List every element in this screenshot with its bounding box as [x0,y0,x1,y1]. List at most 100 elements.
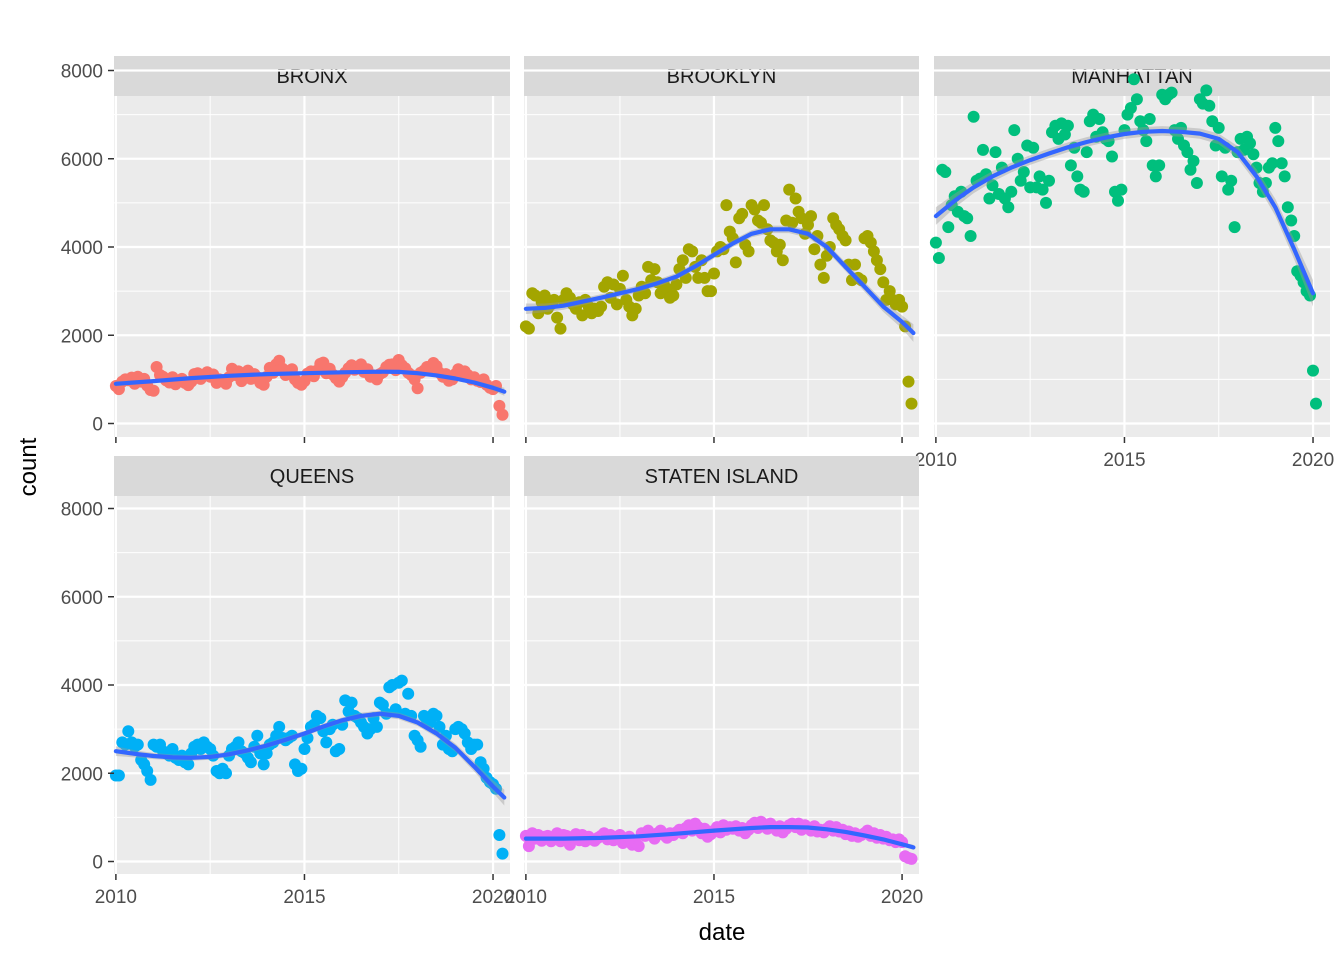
data-point [1106,150,1118,163]
data-point [257,758,270,771]
y-axis-title: count [15,437,42,496]
data-point [298,743,311,755]
data-point [1033,170,1046,183]
data-point [576,309,589,322]
data-point [905,852,918,865]
x-tick-label: 2020 [1292,450,1334,471]
data-point [1215,170,1228,183]
data-point [1064,159,1077,172]
y-tick-label: 6000 [61,588,103,609]
data-point [1272,135,1285,148]
data-point [773,238,786,251]
smooth-line [933,128,1316,296]
data-point [720,199,733,212]
data-point [522,322,535,335]
data-point [1200,84,1213,97]
data-point [1190,177,1203,189]
data-point [273,720,286,733]
data-point [1127,73,1140,86]
data-point [748,203,761,216]
data-point [808,243,821,256]
data-point [805,210,817,223]
data-point [1124,102,1137,114]
data-point [676,254,689,267]
data-point [1228,221,1241,234]
panel-bronx: BRONX 0 2000 4000 6000 8000 [61,56,510,443]
data-point [131,738,144,751]
data-point [1080,146,1093,159]
data-point [314,712,327,725]
data-point [395,674,408,687]
data-point [182,758,195,771]
x-tick-label: 2020 [472,887,514,908]
x-tick-label: 2010 [505,887,547,908]
facet-label: BRONX [276,66,347,88]
y-tick-label: 4000 [61,238,103,259]
data-point [493,829,506,841]
data-point [986,179,999,192]
data-point [554,322,567,335]
data-point [1040,196,1052,209]
data-point [1130,93,1143,106]
y-tick-label: 0 [92,415,103,436]
facet-strip [114,56,510,96]
data-point [616,269,629,282]
data-point [629,302,642,315]
data-point [320,736,333,749]
data-point [244,756,257,769]
data-point [1209,139,1222,152]
panel-manhattan: MANHATTAN201020152020 [915,56,1334,471]
data-point [1181,146,1194,159]
x-axis-title: date [699,919,746,946]
data-point [648,263,661,276]
data-point [147,384,160,397]
confidence-band [525,225,914,342]
panel-brooklyn: BROOKLYN [519,56,919,443]
data-point [1278,170,1291,183]
data-point [902,375,915,388]
data-point [122,725,135,738]
data-point [708,267,720,280]
data-point [1043,174,1055,187]
data-point [538,289,551,302]
facet-label: BROOKLYN [667,66,777,88]
facet-label: QUEENS [270,466,354,488]
smooth-line [113,369,507,394]
data-point [1112,194,1124,207]
data-point [1008,124,1021,137]
data-point [839,234,852,247]
data-point [877,276,890,289]
data-point [1310,397,1322,410]
data-point [789,192,802,205]
y-tick-label: 6000 [61,150,103,171]
data-point [251,729,264,742]
data-point [1281,201,1294,214]
data-point [705,285,717,298]
data-point [1269,121,1282,134]
data-point [471,738,484,751]
data-point [1005,185,1018,198]
data-point [961,212,974,225]
data-point [496,408,509,421]
data-point [1266,157,1279,170]
data-point [729,256,742,269]
data-point [595,300,608,313]
data-point [1247,148,1260,161]
data-point [639,287,652,300]
panel-staten-island: STATEN ISLAND 2010 2015 2020 [505,456,923,908]
data-point [551,311,564,324]
data-point [942,221,955,234]
y-tick-label: 8000 [61,500,103,521]
data-point [1275,157,1288,170]
data-point [896,300,909,313]
facet-strip [524,56,919,96]
data-point [817,271,830,284]
data-point [1143,113,1156,125]
data-point [333,743,346,755]
data-point [1244,137,1256,150]
data-point [783,183,796,196]
data-point [1077,185,1090,198]
data-point [786,216,799,229]
data-point [389,703,402,716]
